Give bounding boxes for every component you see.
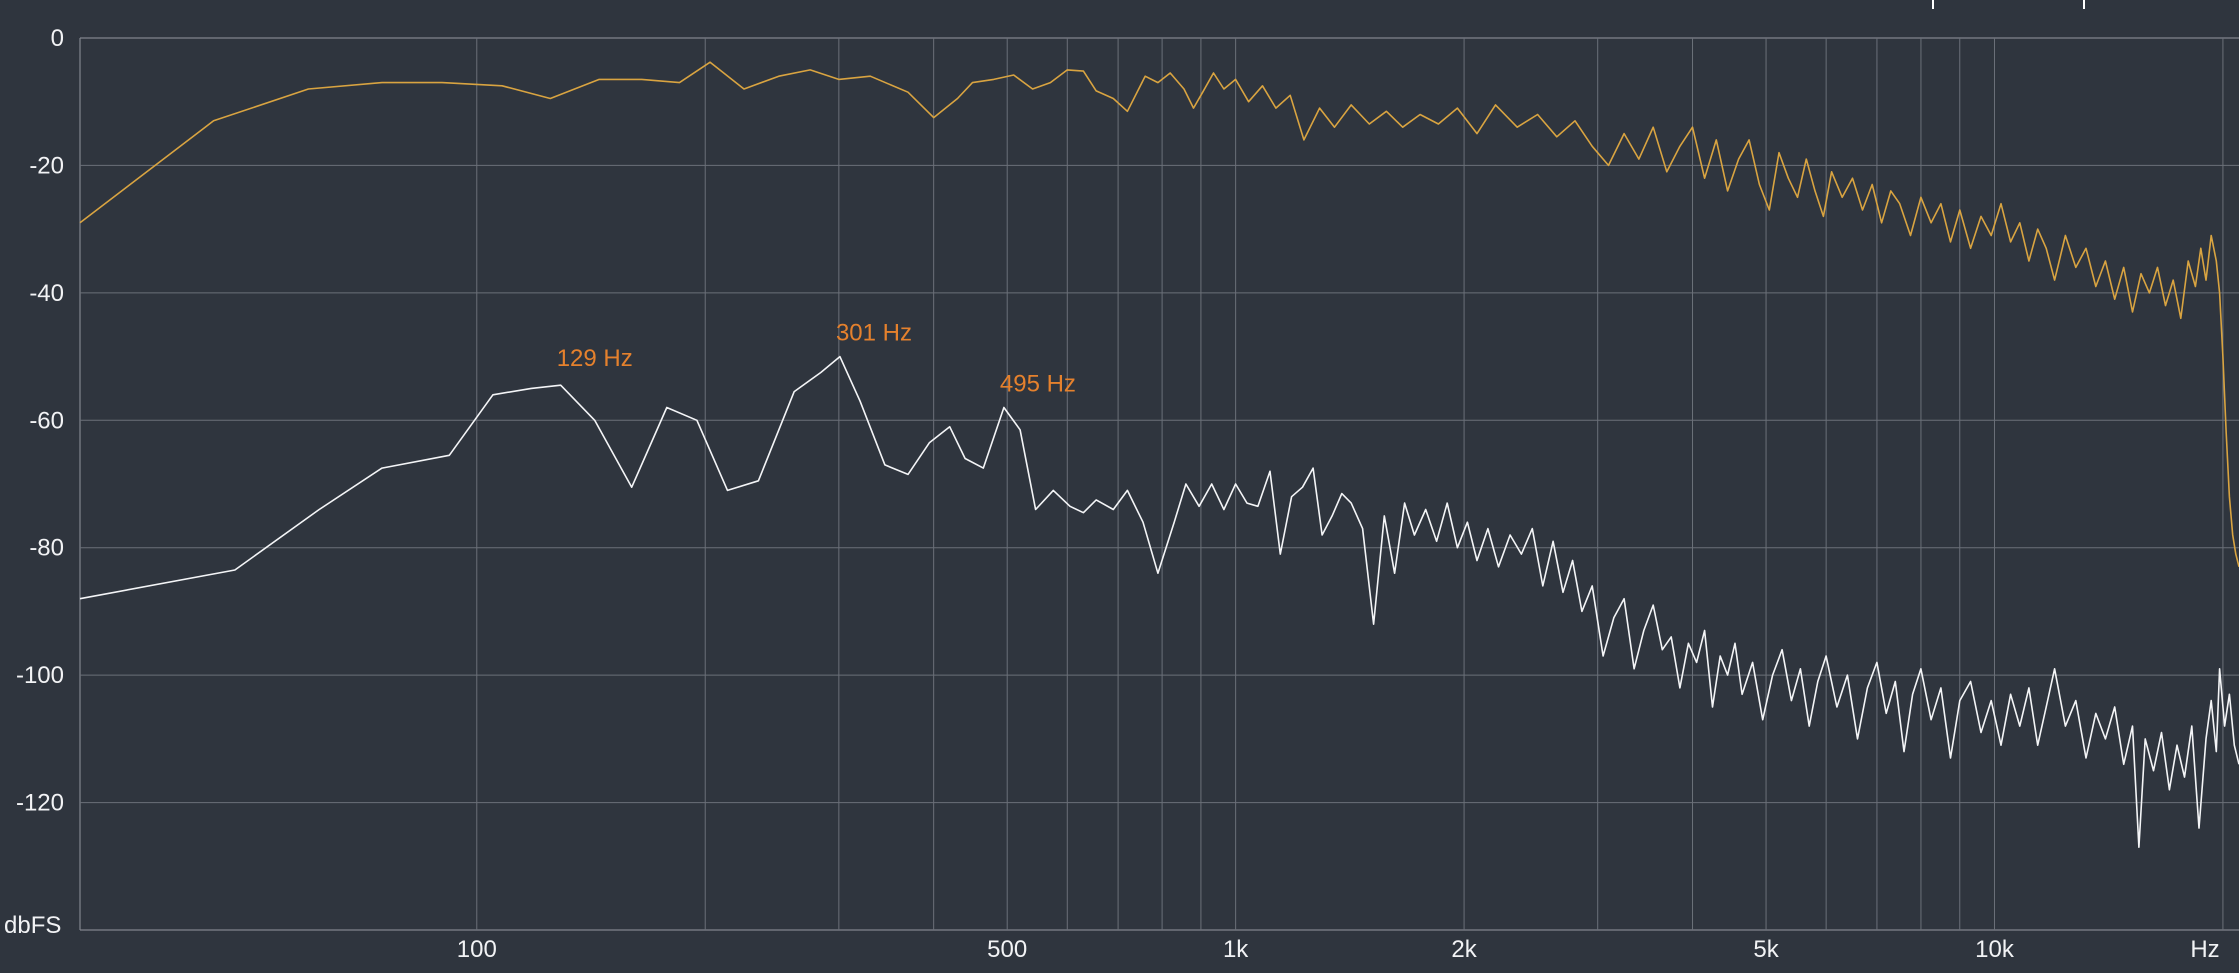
y-tick-label: -40 xyxy=(29,280,64,307)
series-lines xyxy=(79,61,2239,849)
series-line-2 xyxy=(79,355,2239,849)
grid-lines xyxy=(79,37,2239,931)
y-tick-label: -120 xyxy=(16,790,64,817)
series-line-1 xyxy=(79,61,2239,567)
y-tick-label: -80 xyxy=(29,535,64,562)
x-tick-label: 1k xyxy=(1223,936,1249,963)
peak-label: 301 Hz xyxy=(836,320,912,347)
y-tick-label: 0 xyxy=(51,25,64,52)
x-tick-label: 10k xyxy=(1975,936,2015,963)
peak-label: 495 Hz xyxy=(1000,371,1076,398)
y-tick-label: -100 xyxy=(16,662,64,689)
overlay-marks xyxy=(1932,0,2085,9)
x-axis-unit-label: Hz xyxy=(2190,936,2219,963)
y-tick-label: -60 xyxy=(29,407,64,434)
y-axis-unit-label: dbFS xyxy=(4,912,61,939)
peak-annotations: 129 Hz 301 Hz 495 Hz xyxy=(557,320,1076,398)
x-tick-label: 5k xyxy=(1753,936,1779,963)
x-tick-label: 500 xyxy=(987,936,1027,963)
x-tick-label: 2k xyxy=(1451,936,1477,963)
y-tick-label: -20 xyxy=(29,152,64,179)
peak-label: 129 Hz xyxy=(557,345,633,372)
x-tick-label: 100 xyxy=(457,936,497,963)
axis-labels: 0 -20 -40 -60 -80 -100 -120 100 500 1k 2k 5k 10k dbFS… xyxy=(4,25,2220,963)
